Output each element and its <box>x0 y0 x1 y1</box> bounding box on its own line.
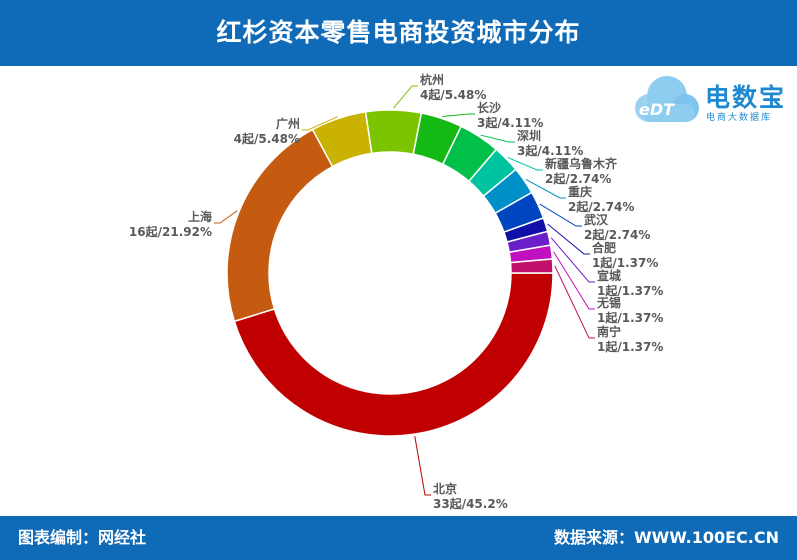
slice-label-value: 3起/4.11% <box>477 115 543 130</box>
slice-label-name: 无锡 <box>596 295 621 310</box>
leader-line <box>393 85 418 109</box>
leader-line <box>214 210 238 224</box>
donut-slice <box>509 258 554 274</box>
cloud-logo-icon <box>635 76 699 122</box>
leader-line <box>554 265 595 339</box>
slice-label-value: 2起/2.74% <box>568 199 634 214</box>
slice-label-value: 4起/5.48% <box>234 131 300 146</box>
slice-label-value: 33起/45.2% <box>433 496 508 511</box>
slice-label-name: 北京 <box>433 481 457 496</box>
slice-label-name: 合肥 <box>592 240 616 255</box>
slice-label-value: 16起/21.92% <box>129 224 212 239</box>
slice-label-value: 2起/2.74% <box>545 171 611 186</box>
slice-label-value: 1起/1.37% <box>592 255 658 270</box>
slice-label-name: 新疆乌鲁木齐 <box>545 156 618 171</box>
leader-line <box>525 179 566 199</box>
slice-label-value: 1起/1.37% <box>597 283 663 298</box>
logo-subtitle: 电商大数据库 <box>706 113 773 123</box>
leader-line <box>507 157 543 171</box>
leader-lines <box>214 85 595 496</box>
logo: eDT 电数宝 电商大数据库 <box>627 70 792 132</box>
slice-label-name: 长沙 <box>477 100 501 115</box>
slice-label-value: 1起/1.37% <box>597 339 663 354</box>
slice-label-name: 杭州 <box>420 72 444 87</box>
slice-label-value: 2起/2.74% <box>584 227 650 242</box>
donut-slice <box>364 109 423 156</box>
slice-labels: 北京33起/45.2%上海16起/21.92%广州4起/5.48%杭州4起/5.… <box>129 72 663 511</box>
slice-label-value: 1起/1.37% <box>597 310 663 325</box>
donut-chart: 北京33起/45.2%上海16起/21.92%广州4起/5.48%杭州4起/5.… <box>129 72 663 511</box>
logo-text: 电数宝 <box>705 83 787 112</box>
leader-line <box>442 113 475 118</box>
slice-label-value: 4起/5.48% <box>420 87 486 102</box>
leader-line <box>302 116 338 131</box>
leader-line <box>553 251 595 310</box>
header-bar: 红杉资本零售电商投资城市分布 <box>0 0 797 66</box>
slice-label-name: 深圳 <box>517 128 541 143</box>
slice-label-name: 重庆 <box>568 184 592 199</box>
leader-line <box>539 203 582 227</box>
logo-mark: eDT <box>639 100 675 119</box>
leader-line <box>547 223 590 255</box>
footer-bar: 图表编制：网经社 数据来源：WWW.100EC.CN <box>0 516 797 560</box>
donut-slice <box>233 272 554 437</box>
slice-label-name: 上海 <box>188 209 212 224</box>
donut-slices <box>226 109 554 437</box>
slice-label-name: 广州 <box>276 116 300 131</box>
slice-label-name: 武汉 <box>584 212 609 227</box>
slice-label-value: 3起/4.11% <box>517 143 583 158</box>
leader-line <box>550 237 595 283</box>
slice-label-name: 南宁 <box>597 324 621 339</box>
chart-title: 红杉资本零售电商投资城市分布 <box>216 18 581 47</box>
donut-slice <box>226 128 334 323</box>
footer-credit: 图表编制：网经社 <box>18 528 147 547</box>
leader-line <box>414 436 431 496</box>
leader-line <box>480 134 515 143</box>
footer-source: 数据来源：WWW.100EC.CN <box>553 528 779 547</box>
slice-label-name: 宣城 <box>597 268 621 283</box>
